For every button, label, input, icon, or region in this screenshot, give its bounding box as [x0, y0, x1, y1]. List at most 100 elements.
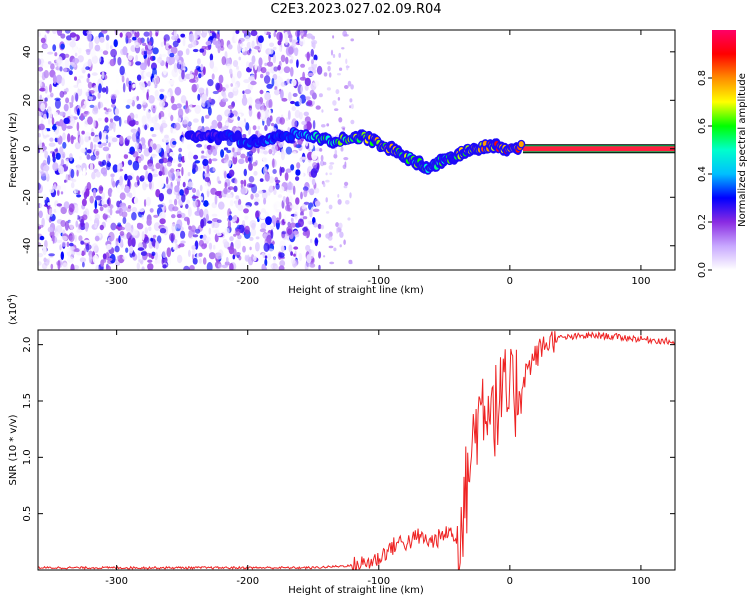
noise-speckle — [95, 264, 100, 270]
noise-speckle — [119, 65, 125, 76]
noise-speckle — [259, 254, 264, 263]
noise-speckle — [223, 187, 228, 195]
noise-speckle — [60, 33, 66, 39]
noise-speckle — [240, 153, 246, 159]
noise-speckle — [81, 130, 85, 135]
noise-speckle — [292, 185, 296, 195]
noise-speckle — [188, 225, 192, 230]
noise-speckle — [335, 89, 340, 95]
noise-speckle — [288, 244, 293, 253]
noise-speckle — [41, 217, 45, 227]
noise-speckle — [169, 52, 175, 58]
noise-speckle — [191, 245, 196, 250]
noise-speckle — [41, 71, 46, 81]
noise-speckle — [291, 106, 297, 112]
noise-speckle — [135, 54, 139, 63]
noise-speckle — [246, 151, 250, 157]
noise-speckle — [103, 56, 111, 63]
noise-speckle — [330, 49, 334, 56]
noise-speckle — [253, 170, 258, 176]
noise-speckle — [62, 262, 68, 270]
noise-speckle — [315, 105, 321, 110]
noise-speckle — [143, 236, 150, 244]
noise-speckle — [255, 100, 262, 110]
noise-speckle — [233, 233, 237, 237]
noise-speckle — [237, 204, 244, 211]
noise-speckle — [316, 65, 323, 75]
noise-speckle — [147, 80, 151, 87]
noise-speckle — [183, 265, 190, 270]
noise-speckle — [129, 227, 133, 234]
noise-speckle — [146, 109, 151, 119]
noise-speckle — [277, 194, 283, 198]
y-tick-label: 1.0 — [22, 449, 33, 465]
noise-speckle — [172, 242, 176, 250]
noise-speckle — [171, 103, 178, 111]
noise-speckle — [208, 97, 212, 103]
noise-speckle — [156, 262, 162, 267]
noise-speckle — [119, 32, 123, 38]
snr-x-axis-label: Height of straight line (km) — [288, 585, 424, 596]
noise-speckle — [285, 117, 289, 121]
noise-speckle — [259, 228, 267, 233]
noise-speckle — [55, 231, 60, 238]
noise-speckle — [55, 74, 63, 85]
noise-speckle — [62, 132, 66, 141]
noise-speckle — [69, 32, 77, 38]
y-tick-label: 0 — [22, 146, 33, 152]
noise-speckle — [46, 155, 51, 165]
noise-speckle — [78, 75, 84, 79]
noise-speckle — [48, 142, 56, 147]
noise-speckle — [201, 93, 208, 104]
noise-speckle — [93, 208, 99, 214]
noise-speckle — [199, 196, 203, 201]
noise-speckle — [66, 241, 70, 247]
noise-speckle — [56, 239, 63, 243]
noise-speckle — [189, 74, 194, 80]
noise-speckle — [171, 56, 176, 65]
noise-speckle — [250, 228, 257, 237]
noise-speckle — [272, 54, 277, 64]
noise-speckle — [276, 52, 281, 62]
noise-speckle — [79, 134, 84, 145]
noise-speckle — [207, 79, 214, 87]
noise-speckle — [91, 243, 99, 252]
noise-speckle — [255, 236, 260, 240]
noise-speckle — [325, 197, 328, 203]
noise-speckle — [162, 65, 168, 76]
noise-speckle — [99, 186, 104, 191]
noise-speckle — [122, 82, 126, 93]
noise-speckle — [236, 70, 242, 79]
noise-speckle — [183, 257, 188, 263]
noise-speckle — [152, 107, 156, 113]
noise-speckle — [101, 30, 108, 34]
noise-speckle — [108, 142, 111, 148]
noise-speckle — [141, 231, 145, 241]
noise-speckle — [248, 107, 253, 117]
noise-speckle — [290, 164, 295, 171]
noise-speckle — [196, 83, 199, 89]
noise-speckle — [47, 202, 51, 206]
noise-speckle — [67, 256, 74, 263]
noise-speckle — [38, 253, 44, 258]
noise-speckle — [146, 91, 149, 101]
noise-speckle — [145, 170, 149, 180]
noise-speckle — [263, 166, 268, 176]
noise-speckle — [248, 162, 253, 171]
colorbar-tick-label: 0.4 — [697, 166, 708, 182]
noise-speckle — [235, 228, 241, 236]
noise-speckle — [305, 244, 311, 252]
noise-speckle — [311, 59, 314, 65]
noise-speckle — [212, 244, 216, 250]
noise-speckle — [306, 99, 313, 106]
noise-speckle — [62, 91, 67, 95]
noise-speckle — [77, 190, 81, 195]
noise-speckle — [271, 215, 277, 224]
noise-speckle — [271, 144, 279, 154]
noise-speckle — [38, 31, 41, 37]
noise-speckle — [99, 206, 104, 212]
noise-speckle — [229, 199, 234, 207]
noise-speckle — [273, 188, 277, 195]
noise-speckle — [340, 146, 344, 152]
noise-speckle — [108, 127, 113, 131]
